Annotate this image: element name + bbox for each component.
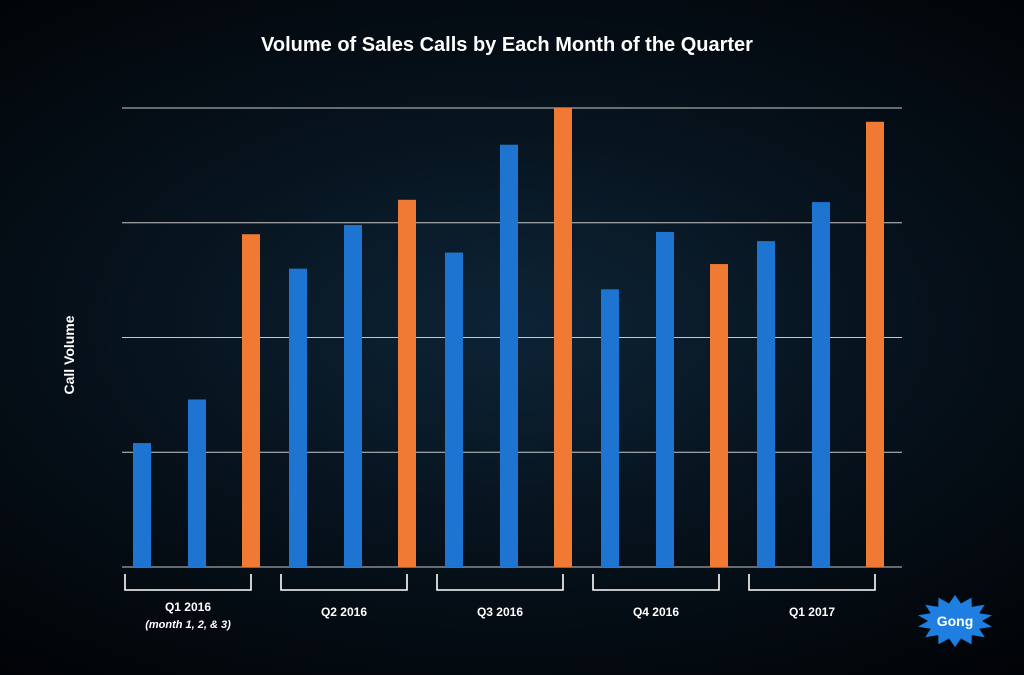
- bars: [133, 108, 884, 568]
- group-bracket: [280, 574, 408, 591]
- chart-title: Volume of Sales Calls by Each Month of t…: [261, 34, 753, 56]
- group-label: Q4 2016: [633, 605, 679, 619]
- starburst-logo-icon: [918, 595, 992, 647]
- bar-q3-2016-month-1: [445, 252, 463, 567]
- bar-q2-2016-month-3: [398, 199, 416, 568]
- group-bracket: [124, 574, 252, 591]
- bar-q1-2016-month-2: [188, 399, 206, 567]
- bar-q3-2016-month-3: [554, 108, 572, 567]
- group-labels: Q1 2016 (month 1, 2, & 3) Q2 2016 Q3 2016 Q4…: [124, 574, 876, 631]
- bar-q2-2016-month-2: [344, 225, 362, 568]
- group-sublabel: (month 1, 2, & 3): [145, 619, 231, 631]
- group-bracket: [436, 574, 564, 591]
- y-axis-label: Call Volume: [61, 315, 77, 394]
- group-bracket: [592, 574, 720, 591]
- group-label: Q1 2016: [165, 600, 211, 614]
- bar-q2-2016-month-1: [289, 268, 307, 567]
- bar-q1-2016-month-3: [242, 234, 260, 567]
- group-label: Q3 2016: [477, 605, 523, 619]
- bar-q4-2016-month-2: [656, 231, 674, 567]
- bar-q1-2016-month-1: [133, 443, 151, 567]
- bar-q4-2016-month-1: [601, 289, 619, 567]
- logo-text: Gong: [937, 613, 974, 629]
- bar-q1-2017-month-2: [812, 202, 830, 567]
- bar-q4-2016-month-3: [710, 264, 728, 567]
- bar-q1-2017-month-3: [866, 121, 884, 568]
- group-bracket: [748, 574, 876, 591]
- group-label: Q2 2016: [321, 605, 367, 619]
- group-label: Q1 2017: [789, 605, 835, 619]
- bar-q1-2017-month-1: [757, 241, 775, 568]
- bar-q3-2016-month-2: [500, 144, 518, 567]
- gong-logo: Gong: [918, 595, 992, 647]
